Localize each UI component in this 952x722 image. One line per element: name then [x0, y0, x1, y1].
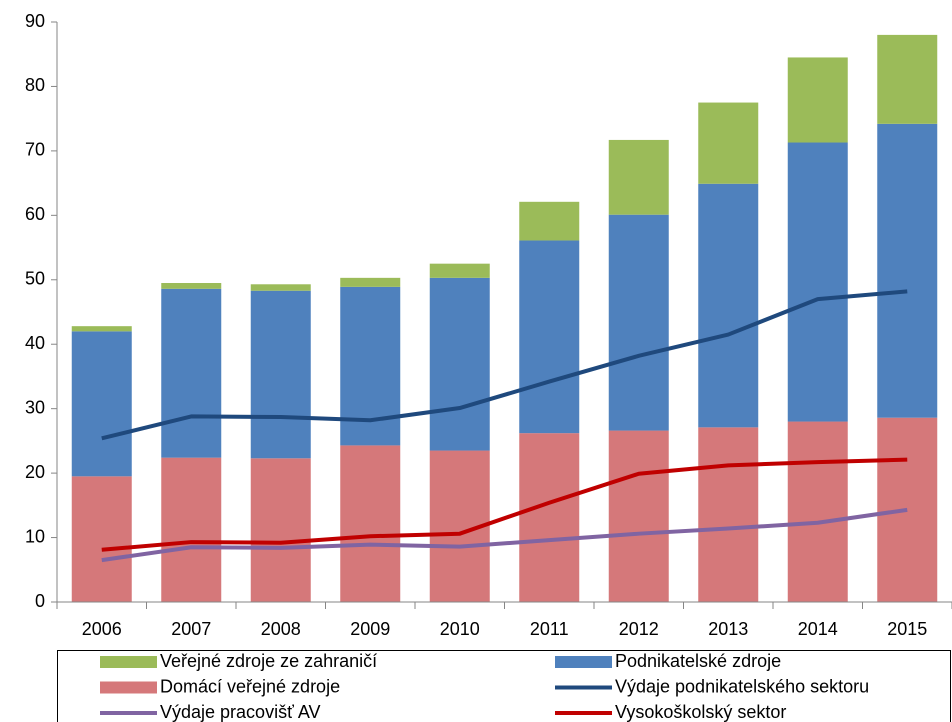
bar — [71, 476, 132, 602]
bar — [787, 57, 848, 143]
bar — [429, 263, 490, 278]
y-tick-label: 90 — [25, 11, 45, 31]
y-tick-label: 10 — [25, 526, 45, 546]
y-tick-label: 50 — [25, 269, 45, 289]
bar — [161, 288, 222, 458]
bar — [787, 142, 848, 422]
bar — [698, 427, 759, 602]
line-series — [101, 507, 908, 563]
bar — [608, 214, 669, 431]
legend-label: Vysokoškolský sektor — [615, 702, 786, 722]
bar — [250, 458, 311, 602]
legend-swatch — [555, 656, 612, 668]
bar — [608, 139, 669, 215]
x-tick-label: 2006 — [82, 619, 122, 639]
y-tick-label: 0 — [35, 591, 45, 611]
y-tick-label: 80 — [25, 75, 45, 95]
bar — [877, 123, 938, 418]
bar — [429, 277, 490, 451]
legend-swatch — [100, 681, 157, 694]
bar — [519, 240, 580, 434]
bar — [698, 102, 759, 184]
x-tick-label: 2008 — [261, 619, 301, 639]
x-tick-label: 2015 — [887, 619, 927, 639]
y-tick-label: 40 — [25, 333, 45, 353]
bar — [340, 445, 401, 602]
x-tick-label: 2012 — [619, 619, 659, 639]
x-tick-label: 2009 — [350, 619, 390, 639]
legend-label: Výdaje podnikatelského sektoru — [615, 676, 869, 696]
bar — [519, 201, 580, 241]
line-series — [101, 289, 908, 441]
y-tick-label: 70 — [25, 140, 45, 160]
bar — [250, 290, 311, 459]
x-tick-label: 2010 — [440, 619, 480, 639]
bar — [787, 421, 848, 602]
bar — [340, 277, 401, 287]
line-series — [101, 457, 908, 552]
y-tick-label: 20 — [25, 462, 45, 482]
x-tick-label: 2014 — [798, 619, 838, 639]
bar — [161, 457, 222, 602]
legend-label: Výdaje pracovišť AV — [160, 702, 321, 722]
bar — [519, 433, 580, 602]
bar — [161, 283, 222, 289]
x-tick-label: 2013 — [708, 619, 748, 639]
bar — [877, 34, 938, 124]
legend-swatch — [100, 656, 157, 668]
bar — [71, 326, 132, 332]
x-tick-label: 2007 — [171, 619, 211, 639]
legend-label: Podnikatelské zdroje — [615, 651, 781, 671]
bar — [250, 284, 311, 291]
legend-label: Veřejné zdroje ze zahraničí — [160, 651, 377, 671]
y-tick-label: 60 — [25, 204, 45, 224]
bar — [71, 331, 132, 477]
bar — [608, 430, 669, 602]
x-tick-label: 2011 — [530, 619, 569, 639]
legend-label: Domácí veřejné zdroje — [160, 676, 340, 696]
legend-box — [57, 650, 951, 722]
bar — [698, 183, 759, 428]
y-tick-label: 30 — [25, 397, 45, 417]
